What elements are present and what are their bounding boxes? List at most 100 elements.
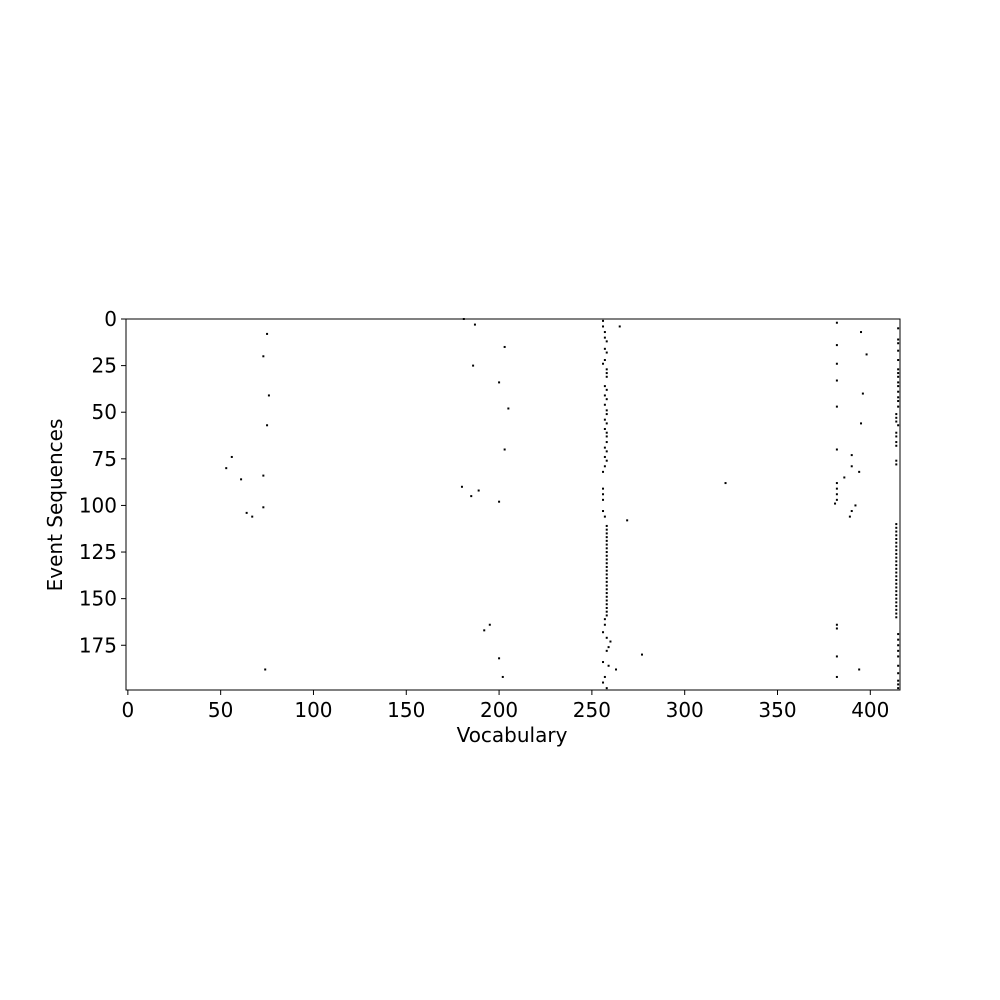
data-point xyxy=(470,495,473,498)
data-point xyxy=(230,455,233,458)
data-point xyxy=(618,325,621,328)
data-point xyxy=(835,675,838,678)
data-point xyxy=(605,543,608,546)
data-point xyxy=(897,359,900,362)
data-point xyxy=(895,459,898,462)
data-point xyxy=(897,390,900,393)
data-point xyxy=(895,556,898,559)
data-point xyxy=(897,664,900,667)
data-point xyxy=(897,679,900,682)
y-tick-label: 125 xyxy=(79,540,117,564)
data-point xyxy=(835,627,838,630)
data-point xyxy=(262,355,265,358)
x-tick-label: 0 xyxy=(121,698,134,722)
data-point xyxy=(835,379,838,382)
x-axis-ticks: 0 50 100 150 200 250 300 350 400 xyxy=(121,690,889,722)
data-point xyxy=(605,649,608,652)
data-point xyxy=(895,579,898,582)
y-tick-label: 150 xyxy=(79,587,117,611)
data-point xyxy=(603,675,606,678)
data-point xyxy=(605,435,608,438)
data-point xyxy=(507,407,510,410)
data-point xyxy=(603,385,606,388)
data-point xyxy=(895,567,898,570)
data-point xyxy=(835,362,838,365)
data-point xyxy=(895,431,898,434)
data-point xyxy=(835,482,838,485)
data-point xyxy=(262,506,265,509)
data-point xyxy=(605,565,608,568)
data-point xyxy=(605,554,608,557)
data-point xyxy=(895,564,898,567)
data-point xyxy=(240,478,243,481)
data-point xyxy=(605,528,608,531)
data-point xyxy=(602,362,605,365)
data-point xyxy=(895,537,898,540)
x-tick-label: 300 xyxy=(666,698,704,722)
x-tick-label: 350 xyxy=(758,698,796,722)
data-point xyxy=(266,424,269,427)
data-point xyxy=(602,487,605,490)
data-point xyxy=(267,394,270,397)
data-point xyxy=(895,435,898,438)
data-point xyxy=(605,595,608,598)
data-point xyxy=(835,405,838,408)
data-point xyxy=(895,444,898,447)
data-point xyxy=(897,338,900,341)
data-point xyxy=(605,450,608,453)
y-tick-label: 0 xyxy=(104,307,117,331)
data-point xyxy=(895,420,898,423)
data-point xyxy=(498,381,501,384)
data-point xyxy=(605,547,608,550)
data-point xyxy=(605,636,608,639)
data-point xyxy=(850,465,853,468)
data-point xyxy=(897,385,900,388)
x-tick-label: 400 xyxy=(851,698,889,722)
data-point xyxy=(848,515,851,518)
data-point xyxy=(897,375,900,378)
data-point xyxy=(895,552,898,555)
data-point xyxy=(897,655,900,658)
data-point xyxy=(861,392,864,395)
data-point xyxy=(605,409,608,412)
data-point xyxy=(605,459,608,462)
data-point xyxy=(835,655,838,658)
y-tick-label: 100 xyxy=(79,493,117,517)
data-point xyxy=(602,319,605,322)
data-point xyxy=(897,381,900,384)
data-point xyxy=(897,424,900,427)
data-point xyxy=(835,498,838,501)
x-axis-label: Vocabulary xyxy=(457,723,568,747)
data-point xyxy=(603,359,606,362)
data-point xyxy=(895,463,898,466)
data-point xyxy=(605,532,608,535)
data-point xyxy=(605,539,608,542)
data-point xyxy=(895,612,898,615)
data-point xyxy=(895,597,898,600)
data-point xyxy=(605,592,608,595)
data-point xyxy=(897,405,900,408)
data-point xyxy=(607,646,610,649)
data-point xyxy=(605,351,608,354)
data-point xyxy=(483,629,486,632)
data-point xyxy=(626,519,629,522)
data-point xyxy=(503,448,506,451)
data-point xyxy=(264,668,267,671)
data-point xyxy=(605,422,608,425)
data-point xyxy=(895,590,898,593)
data-point xyxy=(605,372,608,375)
data-point xyxy=(895,541,898,544)
data-point xyxy=(603,455,606,458)
data-point xyxy=(605,687,608,690)
data-point xyxy=(605,610,608,613)
data-point xyxy=(605,388,608,391)
data-points xyxy=(225,318,900,690)
y-tick-label: 50 xyxy=(92,400,117,424)
data-point xyxy=(605,524,608,527)
data-point xyxy=(860,422,863,425)
x-tick-label: 150 xyxy=(387,698,425,722)
data-point xyxy=(477,489,480,492)
data-point xyxy=(501,675,504,678)
data-point xyxy=(897,683,900,686)
